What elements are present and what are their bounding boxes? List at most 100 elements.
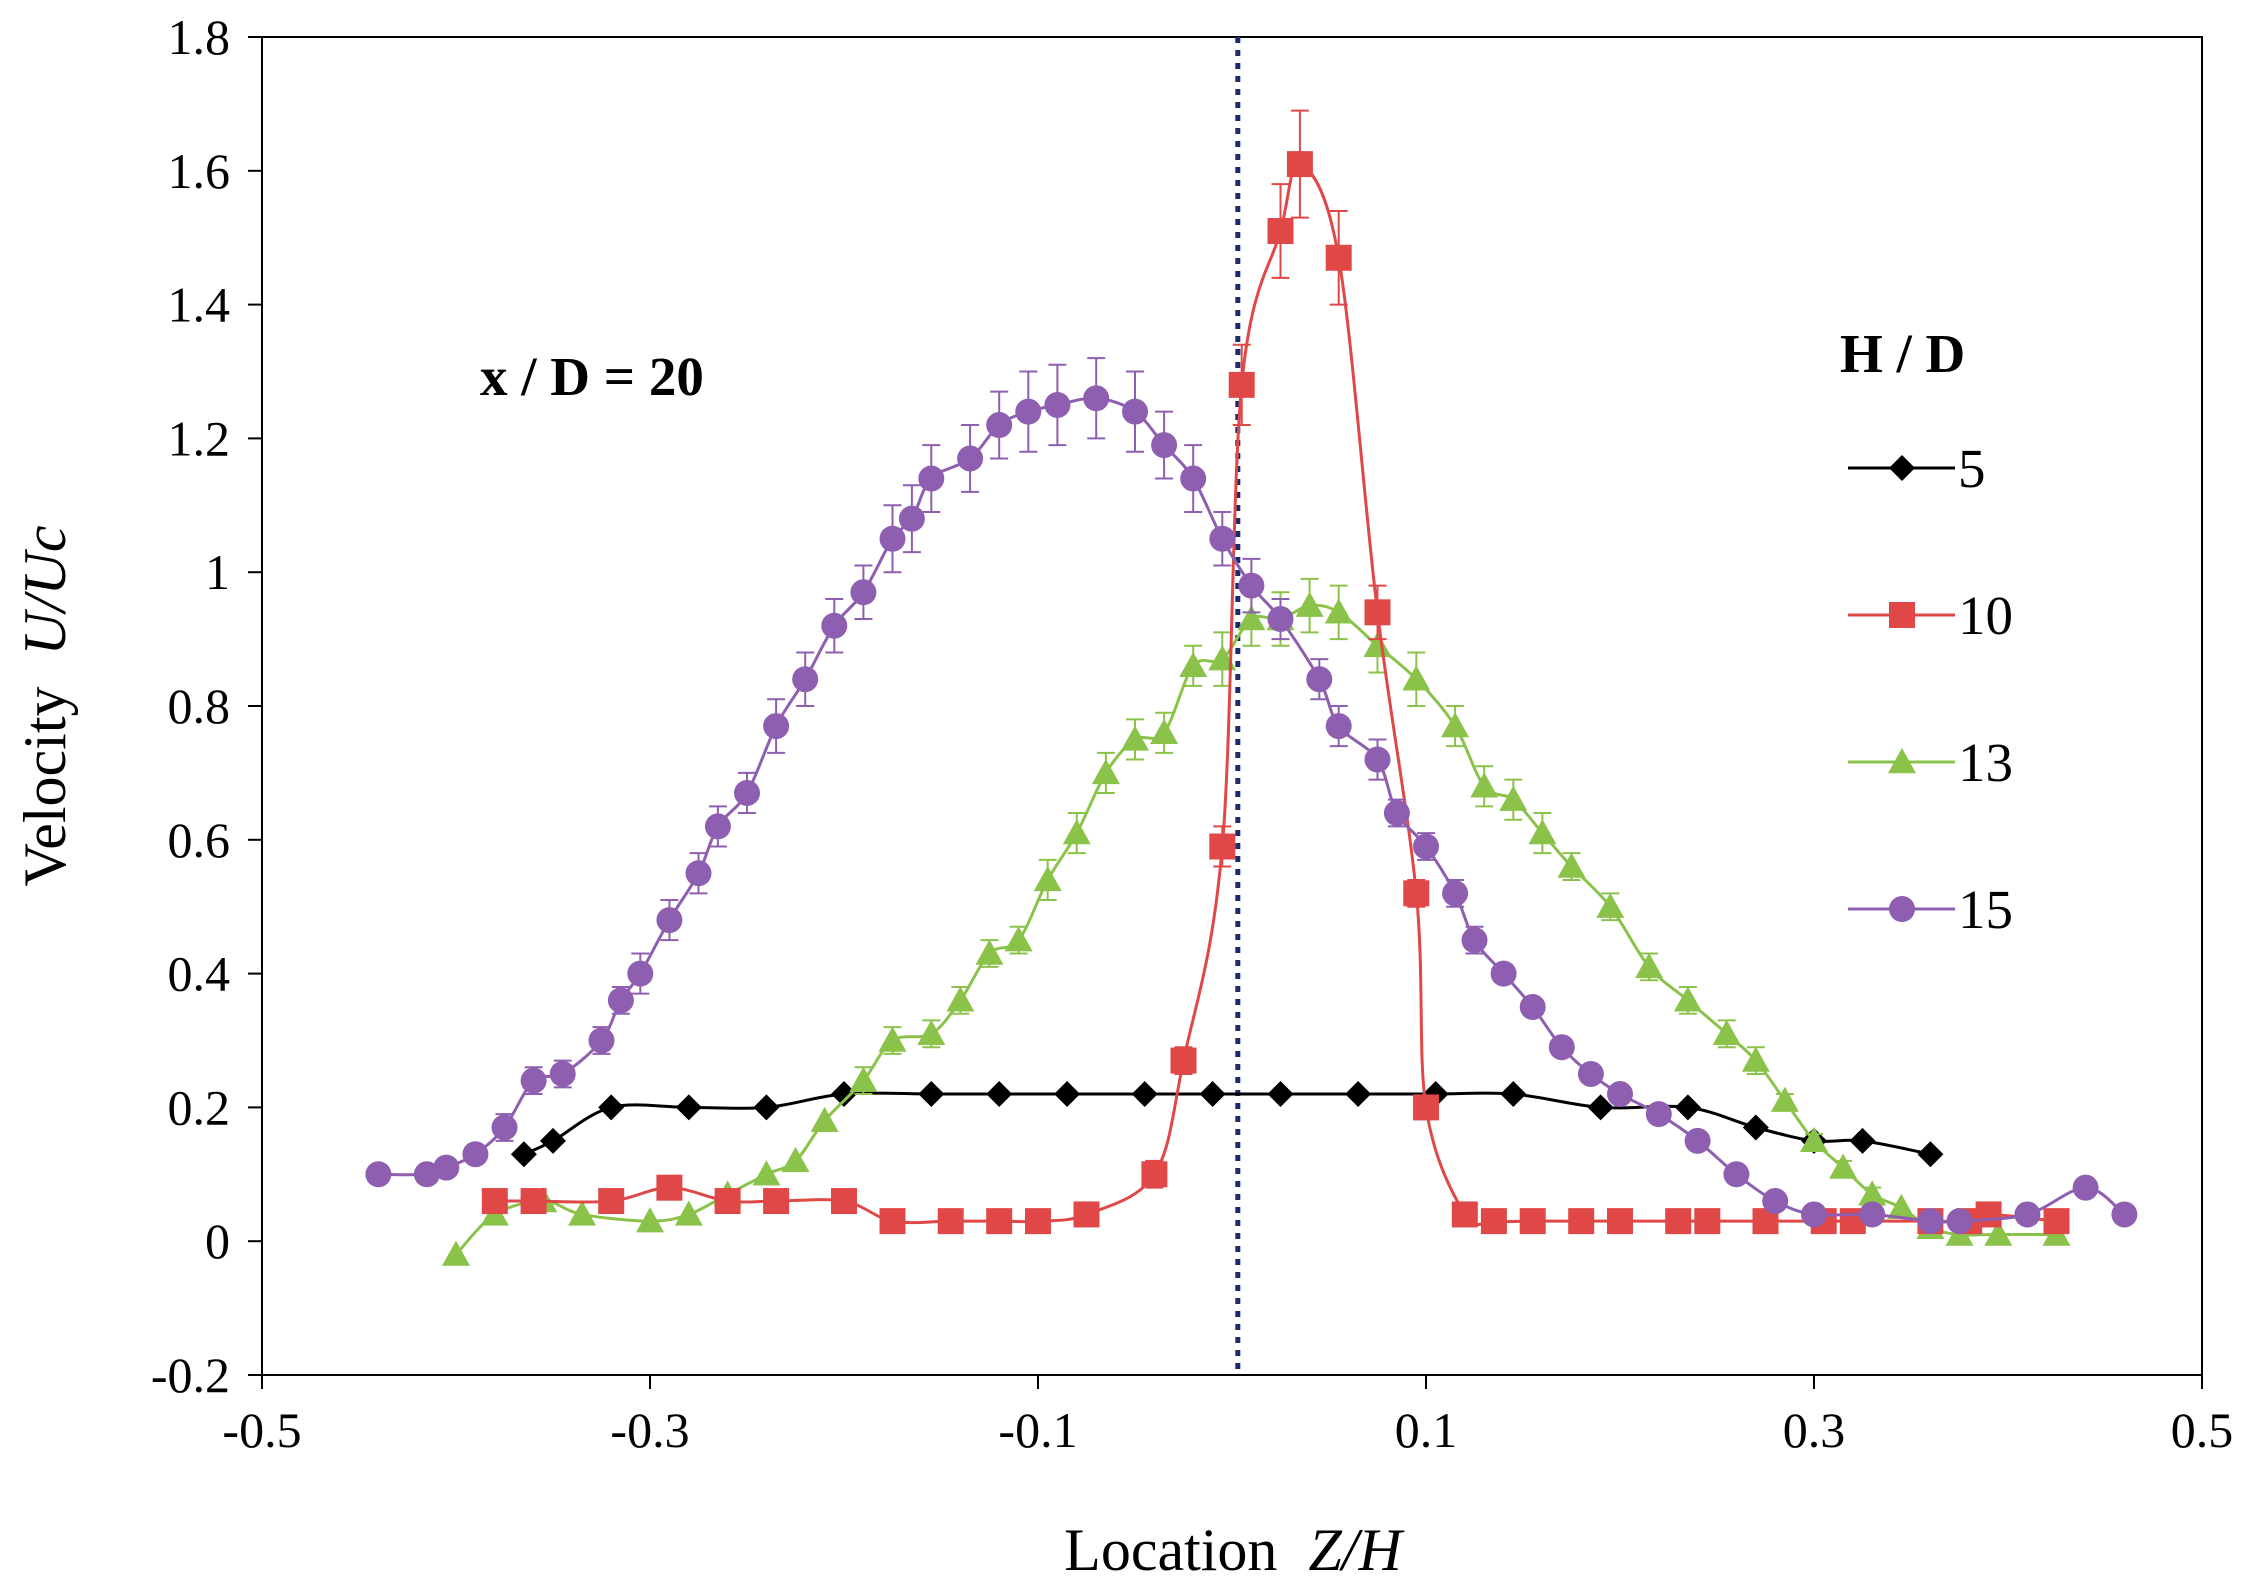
data-point [1480,1208,1507,1235]
data-point [1237,605,1266,631]
data-point [1306,666,1333,693]
data-point [957,445,984,472]
data-point [685,860,712,887]
data-point [1228,371,1255,398]
data-point [1451,1201,1478,1228]
y-axis-label: Velocity [12,687,78,887]
data-point [1383,800,1410,827]
data-point [1025,1208,1051,1235]
data-point [598,1188,625,1215]
data-point [1519,994,1546,1021]
data-point [850,579,877,606]
x-axis-variable: Z/H [1308,1517,1405,1581]
data-point [1770,1086,1799,1112]
data-point [510,1141,537,1168]
data-point [763,713,790,740]
legend-item-5: 5 [1848,438,1986,499]
data-point [1325,713,1352,740]
data-point [1286,151,1313,178]
data-point [1684,1127,1711,1154]
data-point [831,1081,857,1108]
y-tick-label: 0.2 [168,1079,231,1135]
legend-label: 13 [1958,732,2013,793]
x-tick-label: -0.5 [222,1402,301,1458]
data-point [704,813,731,840]
data-point [918,465,945,492]
data-point [1500,1081,1527,1108]
data-point [1800,1126,1828,1153]
data-point [1596,892,1625,918]
series-5 [510,1081,1944,1168]
svg-text:Velocity U/Uc: Velocity U/Uc [12,526,78,887]
data-point [1723,1161,1750,1188]
data-point [1607,1081,1633,1108]
data-point [1441,712,1470,738]
data-point [1673,986,1702,1012]
data-point [491,1114,518,1141]
data-point [1712,1019,1741,1046]
data-point [674,1200,703,1226]
data-point [365,1161,392,1188]
data-point [917,1019,946,1046]
data-point [1917,1141,1944,1168]
data-point [879,1208,906,1235]
y-tick-label: 1.4 [168,277,231,333]
data-point [763,1188,790,1215]
data-point [1674,1094,1701,1121]
data-point [1267,606,1294,633]
legend-item-15: 15 [1848,879,2013,940]
data-point [898,505,925,532]
data-point [588,1027,615,1054]
data-point [1917,1208,1944,1235]
data-point [1267,218,1294,245]
data-point [781,1146,810,1173]
data-point [986,1208,1013,1235]
data-point [1694,1208,1721,1235]
data-point [734,779,760,806]
legend-item-10: 10 [1848,585,2013,646]
data-point [1004,926,1033,952]
legend-marker [1888,748,1916,774]
annotation-label: x / D = 20 [480,346,704,407]
y-axis-variable: U/Uc [12,526,78,656]
y-tick-label: 0.6 [168,812,231,868]
data-point [1121,725,1149,751]
data-point [1528,819,1557,845]
data-point [1946,1208,1973,1235]
data-point [1975,1201,2002,1228]
legend-label: 10 [1958,585,2013,646]
series-13 [442,577,2071,1266]
legend-label: 5 [1958,438,1986,499]
data-point [1073,1201,1100,1228]
data-point [1170,1047,1197,1074]
series-line-5 [523,1091,1931,1156]
data-point [1607,1208,1633,1235]
data-point [1801,1201,1827,1228]
data-point [442,1240,470,1266]
data-point [1083,385,1110,412]
y-tick-label: 1 [205,544,230,600]
data-point [1577,1060,1604,1087]
data-point [878,1026,907,1052]
x-tick-label: -0.3 [610,1402,689,1458]
data-point [986,1081,1013,1108]
data-point [1470,772,1499,798]
data-point [1499,785,1528,811]
data-point [1364,746,1391,773]
data-point [520,1067,547,1094]
y-tick-label: 1.6 [168,143,231,199]
data-point [1345,1081,1372,1108]
data-point [481,1188,508,1215]
x-tick-label: -0.1 [998,1402,1077,1458]
data-point [1413,1094,1439,1121]
data-point [1741,1046,1770,1072]
data-point [1122,398,1148,425]
series-line-13 [454,603,2057,1256]
data-point [1849,1127,1876,1154]
y-tick-label: 0 [205,1213,230,1269]
data-point [918,1081,945,1108]
data-point [540,1127,566,1154]
data-point [1490,960,1517,987]
data-point [937,1208,964,1235]
data-point [1325,244,1352,271]
